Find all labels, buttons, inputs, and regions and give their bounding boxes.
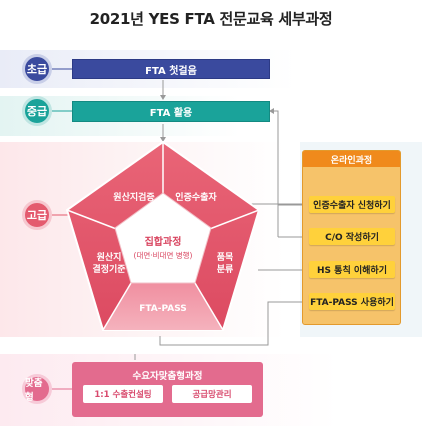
level-custom-badge: 맞춤형	[22, 374, 52, 404]
level-custom-label: 맞춤형	[25, 378, 43, 403]
online-course-header: 온라인과정	[303, 151, 400, 167]
page-title: 2021년 YES FTA 전문교육 세부과정	[89, 10, 333, 28]
level-advanced-badge: 고급	[22, 200, 52, 230]
course-fta-utilization-label: FTA 활용	[149, 108, 193, 119]
pentagon-inner	[114, 192, 212, 284]
custom-item-export-consulting[interactable]: 1:1 수출컨설팅	[83, 385, 163, 403]
level-beginner-label: 초급	[26, 63, 48, 76]
center-subtitle: (대면·비대면 병행)	[133, 251, 193, 260]
custom-course-header: 수요자맞춤형과정	[132, 371, 203, 382]
pentagon-diagram	[65, 140, 261, 331]
segment-origin-criteria[interactable]: 원산지 결정기준	[92, 253, 126, 275]
online-item-co-writing[interactable]: C/O 작성하기	[309, 228, 395, 245]
level-intermediate-label: 중급	[26, 105, 48, 118]
custom-item-supply-chain[interactable]: 공급망관리	[172, 385, 252, 403]
online-item-fta-pass[interactable]: FTA-PASS 사용하기	[309, 293, 395, 310]
level-intermediate-badge: 중급	[22, 96, 52, 126]
segment-origin-verification[interactable]: 원산지검증	[113, 193, 155, 203]
segment-fta-pass[interactable]: FTA-PASS	[139, 304, 187, 314]
level-beginner-badge: 초급	[22, 54, 52, 84]
segment-hs-classification[interactable]: 품목 분류	[216, 253, 234, 275]
level-advanced-label: 고급	[26, 209, 48, 222]
course-fta-first-step-label: FTA 첫걸음	[145, 65, 197, 77]
online-item-hs-rules[interactable]: HS 통칙 이해하기	[309, 261, 395, 278]
course-fta-first-step[interactable]: FTA 첫걸음	[72, 59, 270, 79]
online-item-approved-exporter[interactable]: 인증수출자 신청하기	[309, 196, 395, 213]
center-collective-course: 집합과정 (대면·비대면 병행)	[118, 233, 208, 261]
course-fta-utilization[interactable]: FTA 활용	[72, 101, 270, 122]
center-title: 집합과정	[144, 237, 182, 248]
pentagon-bottom-segment	[103, 283, 223, 330]
segment-approved-exporter[interactable]: 인증수출자	[175, 193, 217, 203]
online-course-header-label: 온라인과정	[330, 155, 373, 166]
